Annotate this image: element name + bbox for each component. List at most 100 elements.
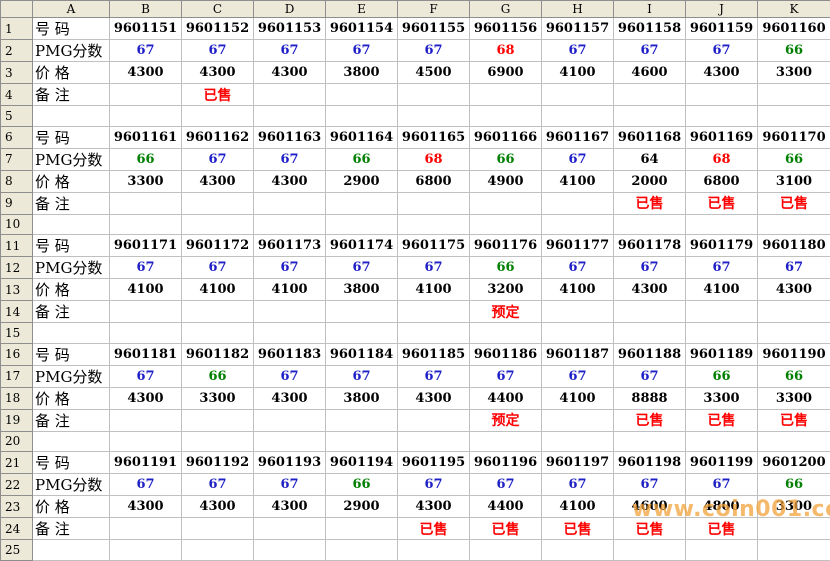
row-label-price[interactable]: 价 格 [33, 387, 110, 409]
cell-note[interactable]: 已售 [470, 518, 542, 540]
cell-code[interactable]: 9601166 [470, 126, 542, 148]
cell-price[interactable]: 4400 [470, 496, 542, 518]
cell-note[interactable] [326, 192, 398, 214]
cell-code[interactable]: 9601197 [542, 452, 614, 474]
cell-empty[interactable] [398, 214, 470, 235]
cell-note[interactable] [758, 84, 830, 106]
cell-price[interactable]: 4100 [398, 279, 470, 301]
row-header-22[interactable]: 22 [1, 474, 33, 496]
cell-empty[interactable] [326, 431, 398, 452]
cell-score[interactable]: 67 [542, 365, 614, 387]
cell-empty[interactable] [686, 214, 758, 235]
cell-code[interactable]: 9601173 [254, 235, 326, 257]
cell-empty[interactable] [758, 106, 830, 127]
cell-code[interactable]: 9601185 [398, 343, 470, 365]
cell-price[interactable]: 3300 [182, 387, 254, 409]
cell-price[interactable]: 3300 [758, 62, 830, 84]
row-header-1[interactable]: 1 [1, 18, 33, 40]
row-header-6[interactable]: 6 [1, 126, 33, 148]
row-header-3[interactable]: 3 [1, 62, 33, 84]
cell-empty[interactable] [686, 106, 758, 127]
cell-price[interactable]: 4600 [614, 62, 686, 84]
column-header-a[interactable]: A [33, 1, 110, 18]
cell-note[interactable] [542, 409, 614, 431]
cell-empty[interactable] [110, 540, 182, 561]
cell-price[interactable]: 4800 [686, 496, 758, 518]
cell-price[interactable]: 4300 [254, 496, 326, 518]
cell-score[interactable]: 67 [398, 40, 470, 62]
cell-score[interactable]: 67 [326, 257, 398, 279]
cell-code[interactable]: 9601160 [758, 18, 830, 40]
cell-price[interactable]: 4100 [182, 279, 254, 301]
cell-price[interactable]: 2900 [326, 170, 398, 192]
cell-empty[interactable] [614, 431, 686, 452]
cell-price[interactable]: 3300 [758, 387, 830, 409]
cell-empty[interactable] [470, 431, 542, 452]
row-label-score[interactable]: PMG分数 [33, 40, 110, 62]
cell-score[interactable]: 67 [686, 474, 758, 496]
row-header-23[interactable]: 23 [1, 496, 33, 518]
cell-score[interactable]: 67 [110, 474, 182, 496]
cell-score[interactable]: 67 [254, 474, 326, 496]
cell-score[interactable]: 67 [182, 40, 254, 62]
cell-note[interactable]: 已售 [614, 518, 686, 540]
cell-score[interactable]: 66 [470, 257, 542, 279]
cell-score[interactable]: 67 [254, 40, 326, 62]
row-header-4[interactable]: 4 [1, 84, 33, 106]
cell-empty[interactable] [614, 106, 686, 127]
cell-code[interactable]: 9601199 [686, 452, 758, 474]
cell-note[interactable] [110, 518, 182, 540]
cell-code[interactable]: 9601188 [614, 343, 686, 365]
cell-empty[interactable] [110, 214, 182, 235]
cell-empty[interactable] [254, 431, 326, 452]
row-header-2[interactable]: 2 [1, 40, 33, 62]
row-label-note[interactable]: 备 注 [33, 192, 110, 214]
row-header-5[interactable]: 5 [1, 106, 33, 127]
cell-note[interactable] [254, 301, 326, 323]
cell-score[interactable]: 67 [182, 257, 254, 279]
cell-code[interactable]: 9601178 [614, 235, 686, 257]
cell-score[interactable]: 66 [758, 148, 830, 170]
cell-empty[interactable] [758, 431, 830, 452]
cell-note[interactable] [182, 409, 254, 431]
cell-empty[interactable] [182, 214, 254, 235]
cell-score[interactable]: 67 [398, 365, 470, 387]
cell-price[interactable]: 4500 [398, 62, 470, 84]
row-label-code[interactable]: 号 码 [33, 126, 110, 148]
cell-price[interactable]: 3800 [326, 279, 398, 301]
cell-code[interactable]: 9601158 [614, 18, 686, 40]
cell-note[interactable]: 预定 [470, 301, 542, 323]
row-label-price[interactable]: 价 格 [33, 62, 110, 84]
row-header-17[interactable]: 17 [1, 365, 33, 387]
cell-note[interactable]: 已售 [758, 409, 830, 431]
cell-score[interactable]: 67 [470, 365, 542, 387]
cell-code[interactable]: 9601182 [182, 343, 254, 365]
cell-score[interactable]: 64 [614, 148, 686, 170]
cell-price[interactable]: 4100 [542, 496, 614, 518]
cell-empty[interactable] [614, 323, 686, 344]
cell-empty[interactable] [182, 323, 254, 344]
cell-empty[interactable] [398, 323, 470, 344]
cell-note[interactable] [182, 192, 254, 214]
cell-note[interactable]: 已售 [758, 192, 830, 214]
cell-score[interactable]: 67 [614, 257, 686, 279]
row-header-19[interactable]: 19 [1, 409, 33, 431]
cell-price[interactable]: 3100 [758, 170, 830, 192]
cell-code[interactable]: 9601181 [110, 343, 182, 365]
cell-empty[interactable] [326, 323, 398, 344]
cell-code[interactable]: 9601195 [398, 452, 470, 474]
cell-note[interactable] [614, 301, 686, 323]
cell-note[interactable] [758, 518, 830, 540]
cell-price[interactable]: 6900 [470, 62, 542, 84]
cell-price[interactable]: 6800 [398, 170, 470, 192]
cell-score[interactable]: 67 [686, 40, 758, 62]
cell-empty[interactable] [110, 323, 182, 344]
row-label-note[interactable]: 备 注 [33, 301, 110, 323]
row-header-10[interactable]: 10 [1, 214, 33, 235]
cell-note[interactable] [182, 518, 254, 540]
cell-code[interactable]: 9601179 [686, 235, 758, 257]
cell-code[interactable]: 9601198 [614, 452, 686, 474]
cell-code[interactable]: 9601174 [326, 235, 398, 257]
cell-code[interactable]: 9601161 [110, 126, 182, 148]
cell-score[interactable]: 66 [110, 148, 182, 170]
